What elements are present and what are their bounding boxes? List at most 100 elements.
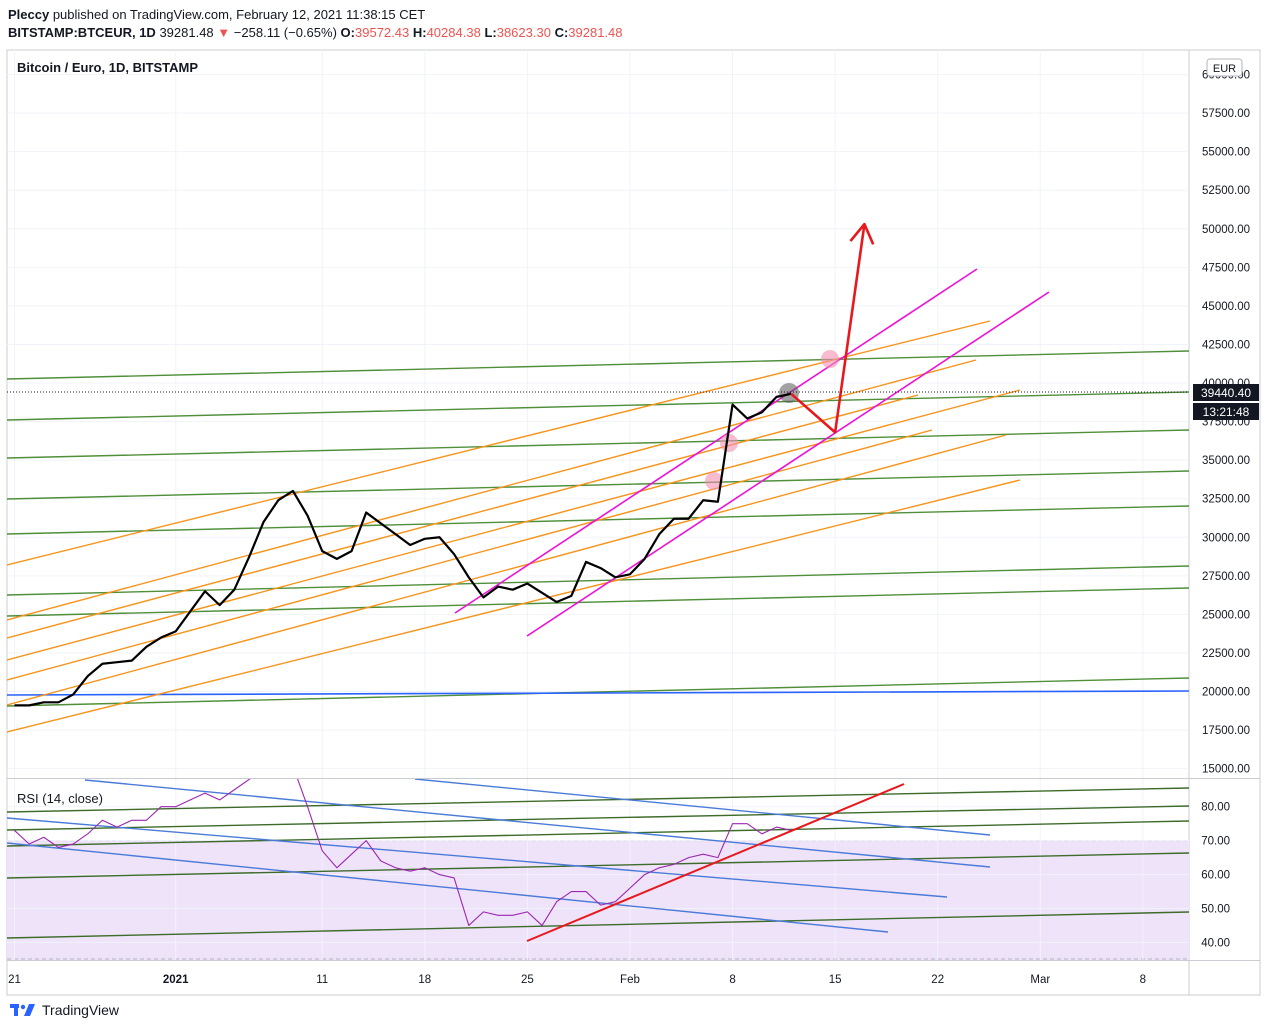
currency-label: EUR [1213,63,1236,75]
currency-box[interactable] [1206,58,1243,77]
green-trendline[interactable] [7,677,1189,707]
rsi-green-line[interactable] [7,820,1189,847]
price-tick-label: 35000.00 [1202,455,1250,467]
price-tick-label: 45000.00 [1202,301,1250,313]
price-tick-label: 42500.00 [1202,339,1250,351]
close-value: 39281.48 [568,25,623,40]
low-value: 38623.30 [496,25,551,40]
time-scale-labels[interactable]: 21 2021 11 18 25 Feb 8 15 22 Mar 8 [8,974,1146,986]
main-legend[interactable]: Bitcoin / Euro, 1D, BITSTAMP [17,60,198,75]
rsi-tick-label: 80.00 [1201,802,1230,814]
magenta-channel-lower[interactable] [526,291,1050,637]
price-line[interactable] [14,392,792,707]
publish-info: Pleccy published on TradingView.com, Feb… [8,6,1258,24]
countdown-value: 13:21:48 [1203,405,1250,419]
rsi-band-fill [7,840,1189,960]
magenta-channel-upper[interactable] [454,268,978,614]
tradingview-logo-icon [10,1004,35,1016]
last-price: 39281.48 [159,25,214,40]
price-tick-label: 30000.00 [1202,532,1250,544]
rsi-grid [7,779,1189,960]
symbol-ohlc-line: BITSTAMP:BTCEUR, 1D 39281.48 ▼ −258.11 (… [8,24,1258,42]
rsi-green-line[interactable] [7,852,1189,879]
publish-header: Pleccy published on TradingView.com, Feb… [8,6,1258,42]
time-tick-label: 15 [829,974,842,986]
rsi-blue-line[interactable] [84,779,991,868]
green-trendline[interactable] [7,391,1189,421]
time-tick-label: 8 [729,974,735,986]
author-name[interactable]: Pleccy [8,7,50,22]
current-price-marker[interactable] [779,383,799,403]
highlight-marker[interactable] [821,350,839,368]
rsi-red-trendline[interactable] [526,783,905,942]
price-tick-label: 47500.00 [1202,262,1250,274]
rsi-tick-label: 60.00 [1201,870,1230,882]
green-trendline[interactable] [7,350,1189,380]
price-change: −258.11 (−0.65%) [233,25,337,40]
price-tick-label: 32500.00 [1202,494,1250,506]
down-arrow-icon: ▼ [217,25,231,40]
brand-name: TradingView [42,1002,120,1018]
rsi-green-line[interactable] [7,805,1189,831]
rsi-band [7,840,1189,960]
green-trendline[interactable] [7,470,1189,500]
time-tick-label: 18 [418,974,431,986]
rsi-drawings [7,766,1189,942]
time-tick-label: 11 [316,974,328,986]
rsi-tick-label: 50.00 [1201,904,1230,916]
time-tick-label: Feb [620,974,640,986]
price-tick-label: 57500.00 [1202,108,1250,120]
price-tick-label: 55000.00 [1202,147,1250,159]
countdown-badge [1193,403,1259,420]
time-tick-label: 21 [8,974,21,986]
time-tick-label: 8 [1140,974,1146,986]
time-tick-label: 2021 [163,974,189,986]
footer-brand[interactable]: TradingView [10,1002,119,1018]
green-trendline[interactable] [7,565,1189,596]
time-tick-label: 22 [931,974,944,986]
rsi-line[interactable] [14,766,792,927]
orange-channel-line[interactable] [7,479,1021,733]
price-tick-label: 27500.00 [1202,571,1250,583]
rsi-tick-label: 70.00 [1201,836,1230,848]
price-tick-label: 22500.00 [1202,648,1250,660]
rsi-blue-line[interactable] [7,817,948,898]
rsi-scale-labels[interactable]: 40.00 50.00 60.00 70.00 80.00 [1201,802,1230,950]
price-tick-label: 20000.00 [1202,687,1250,699]
rsi-blue-line[interactable] [414,779,991,836]
high-label: H: [412,25,427,40]
price-tick-label: 25000.00 [1202,609,1250,621]
rsi-green-line[interactable] [7,787,1189,813]
rsi-blue-line[interactable] [7,842,889,933]
highlight-marker[interactable] [720,434,738,452]
orange-channel-line[interactable] [7,394,919,639]
green-trendline[interactable] [7,429,1189,459]
orange-channel-line[interactable] [7,434,1007,706]
rsi-green-line[interactable] [7,911,1189,939]
price-tick-label: 50000.00 [1202,224,1250,236]
blue-support-line[interactable] [7,690,1189,696]
low-label: L: [484,25,497,40]
publish-text: published on TradingView.com, February 1… [52,7,426,22]
time-tick-label: Mar [1030,974,1050,986]
high-value: 40284.38 [426,25,481,40]
price-tick-label: 17500.00 [1202,725,1250,737]
price-badge-value: 39440.40 [1201,386,1251,400]
price-tick-label: 15000.00 [1202,764,1250,776]
arrowhead-icon [849,222,875,245]
close-label: C: [554,25,569,40]
projection-arrow[interactable] [790,223,866,434]
rsi-legend[interactable]: RSI (14, close) [17,791,103,806]
chart-frame [6,49,1261,996]
price-badge [1193,384,1259,401]
price-tick-label: 52500.00 [1202,185,1250,197]
main-drawings [7,222,1189,733]
highlight-marker[interactable] [705,472,723,490]
green-trendline[interactable] [7,587,1189,617]
open-label: O: [340,25,355,40]
rsi-tick-label: 40.00 [1201,937,1230,949]
orange-channel-line[interactable] [7,359,977,621]
symbol-name: BITSTAMP:BTCEUR, 1D [8,25,156,40]
orange-channel-line[interactable] [7,389,1021,661]
